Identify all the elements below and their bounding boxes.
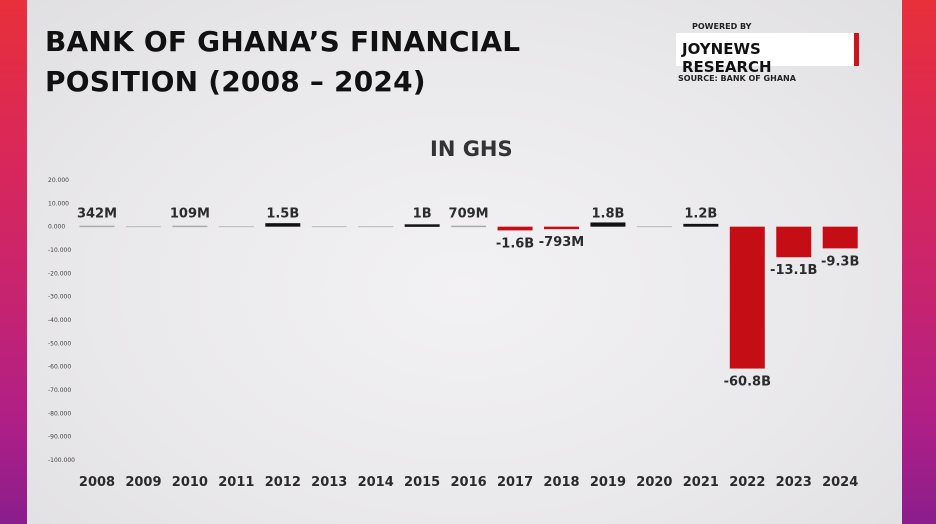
brand-logo: JOYNEWS RESEARCH [676, 33, 859, 76]
bar-2015 [404, 224, 440, 227]
x-tick-label: 2016 [451, 475, 487, 490]
x-tick-label: 2020 [636, 475, 672, 490]
y-tick-label: -30.000 [48, 294, 71, 301]
data-label: -60.8B [724, 375, 771, 390]
x-tick-label: 2023 [776, 475, 812, 490]
left-gradient-border [0, 0, 27, 524]
right-gradient-border [902, 0, 936, 524]
bar-2018 [544, 226, 579, 230]
bar-2008 [79, 225, 115, 228]
bar-2013 [311, 226, 347, 228]
data-label: -1.6B [496, 236, 534, 251]
x-tick-label: 2014 [358, 475, 394, 490]
source-label: SOURCE: BANK OF GHANA [678, 74, 796, 83]
bar-2019 [590, 222, 626, 227]
data-label: 109M [170, 207, 210, 222]
y-tick-label: 0.000 [48, 224, 65, 231]
bar-2014 [358, 226, 394, 228]
data-label: 709M [449, 207, 489, 222]
y-tick-label: -10.000 [48, 247, 71, 254]
y-tick-label: -40.000 [48, 317, 71, 324]
data-label: -13.1B [770, 263, 817, 278]
bar-2017 [497, 226, 533, 231]
page-title: BANK OF GHANA’S FINANCIAL POSITION (2008… [45, 22, 520, 102]
data-label: 1.2B [684, 207, 717, 222]
data-label: 1B [413, 207, 432, 222]
bar-2021 [683, 223, 719, 227]
y-tick-label: -90.000 [48, 434, 71, 441]
y-tick-label: 10.000 [48, 200, 69, 207]
x-tick-label: 2010 [172, 475, 208, 490]
brand-name: JOYNEWS RESEARCH [682, 40, 772, 76]
y-tick-label: -60.000 [48, 364, 71, 371]
x-tick-label: 2015 [404, 475, 440, 490]
data-label: -793M [539, 235, 584, 250]
bar-2020 [636, 226, 672, 228]
bar-2012 [265, 223, 301, 227]
bar-2016 [451, 225, 487, 228]
data-label: -9.3B [821, 254, 859, 269]
bar-2022 [729, 226, 765, 369]
data-label: 1.5B [266, 207, 299, 222]
x-tick-label: 2019 [590, 475, 626, 490]
powered-by-label: POWERED BY [692, 22, 752, 31]
chart-subtitle: IN GHS [430, 137, 513, 161]
x-tick-label: 2021 [683, 475, 719, 490]
x-tick-label: 2013 [311, 475, 347, 490]
x-tick-label: 2024 [822, 475, 858, 490]
bar-2009 [125, 226, 161, 228]
x-tick-label: 2017 [497, 475, 533, 490]
x-tick-label: 2009 [125, 475, 161, 490]
data-label: 342M [77, 207, 117, 222]
y-tick-label: -100.000 [48, 457, 75, 464]
data-label: 1.8B [591, 207, 624, 222]
x-tick-label: 2011 [218, 475, 254, 490]
bar-2010 [172, 225, 208, 228]
x-tick-label: 2008 [79, 475, 115, 490]
x-tick-label: 2012 [265, 475, 301, 490]
x-tick-label: 2018 [543, 475, 579, 490]
bar-2024 [822, 226, 858, 249]
title-line-1: BANK OF GHANA’S FINANCIAL [45, 25, 521, 58]
title-line-2: POSITION (2008 – 2024) [45, 65, 426, 98]
bar-2011 [218, 226, 254, 228]
x-tick-label: 2022 [729, 475, 765, 490]
y-tick-label: 20.000 [48, 177, 69, 184]
y-tick-label: -20.000 [48, 270, 71, 277]
y-tick-label: -70.000 [48, 387, 71, 394]
bar-2023 [776, 226, 812, 258]
y-tick-label: -80.000 [48, 410, 71, 417]
y-tick-label: -50.000 [48, 340, 71, 347]
